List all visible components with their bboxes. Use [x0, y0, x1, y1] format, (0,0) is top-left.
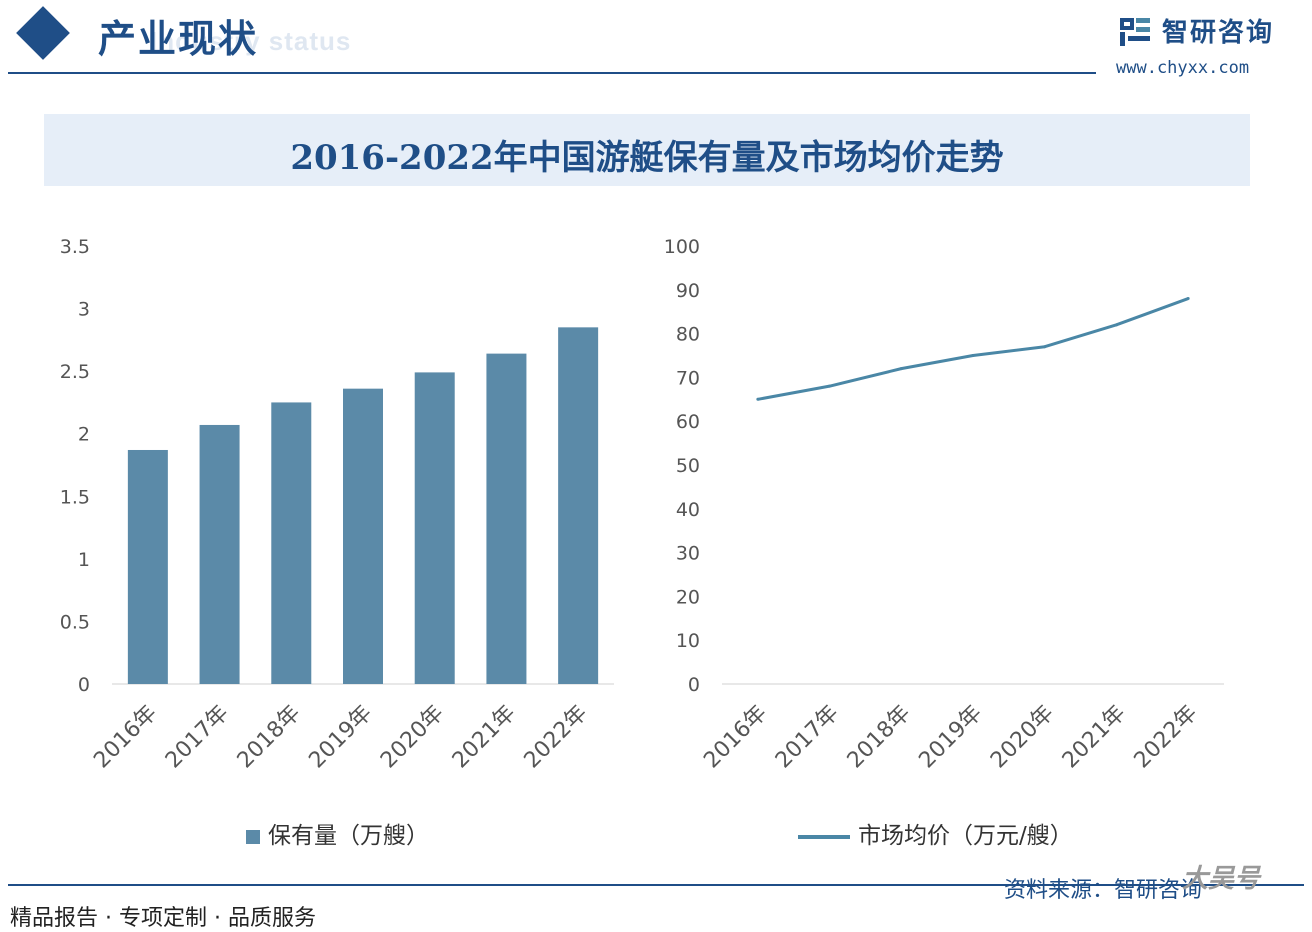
line-x-tick-label: 2017年 — [771, 701, 844, 774]
line-x-tick-label: 2021年 — [1058, 701, 1131, 774]
section-subtitle: Industry status — [150, 26, 352, 56]
section-title: 产业现状 — [98, 16, 259, 61]
line-x-tick-label: 2020年 — [986, 701, 1059, 774]
corner-watermark: 大吴号 — [1182, 864, 1261, 894]
bar-x-tick-label: 2017年 — [161, 701, 234, 774]
bar-y-tick-label: 0 — [78, 674, 90, 696]
line-y-tick-label: 70 — [676, 367, 700, 389]
bar-y-tick-label: 3.5 — [60, 236, 90, 258]
legend-line: 市场均价（万元/艘） — [798, 816, 1073, 850]
legend-bar-swatch — [246, 829, 260, 844]
line-point — [828, 384, 832, 388]
line-point — [899, 367, 903, 371]
brand-url: www.chyxx.com — [1116, 58, 1250, 78]
footer-source: 资料来源：智研咨询 — [1004, 878, 1203, 903]
footer-slogan: 精品报告 · 专项定制 · 品质服务 — [10, 906, 316, 931]
bar — [558, 327, 599, 684]
chart-title: 2016-2022年中国游艇保有量及市场均价走势 — [290, 138, 1004, 178]
line-point — [1114, 323, 1118, 327]
footer-divider — [8, 884, 1304, 886]
line-y-tick-label: 50 — [676, 455, 700, 477]
legend-bar-label: 保有量（万艘） — [268, 823, 429, 849]
line-point — [756, 397, 760, 401]
series-line-market-price — [757, 297, 1189, 401]
line-y-tick-label: 0 — [688, 674, 700, 696]
bar-y-tick-label: 3 — [78, 299, 90, 321]
bar — [199, 424, 240, 684]
bar — [343, 388, 383, 684]
line-y-tick-label: 10 — [676, 630, 700, 652]
bar-y-tick-label: 2 — [78, 424, 90, 446]
header-divider — [8, 72, 1096, 74]
legend-bar: 保有量（万艘） — [246, 816, 429, 850]
line-y-tick-label: 20 — [676, 586, 700, 608]
legend-line-swatch — [798, 834, 850, 839]
bar-x-tick-label: 2021年 — [448, 701, 521, 774]
bar-x-tick-label: 2022年 — [520, 701, 593, 774]
line-point — [1186, 297, 1190, 301]
brand-logo-icon — [1120, 18, 1150, 46]
line-x-tick-label: 2022年 — [1130, 701, 1203, 774]
line-x-tick-label: 2016年 — [699, 701, 772, 774]
line-y-tick-label: 90 — [676, 280, 700, 302]
bar — [414, 372, 455, 684]
legend-line-label: 市场均价（万元/艘） — [858, 823, 1073, 849]
line-point — [971, 354, 975, 357]
line-y-tick-label: 30 — [676, 543, 700, 565]
brand-name: 智研咨询 — [1162, 18, 1275, 48]
bar-y-tick-label: 1 — [78, 549, 90, 571]
bar — [271, 402, 312, 684]
bar — [486, 353, 527, 684]
bar-x-tick-label: 2019年 — [304, 701, 377, 774]
bar-y-tick-label: 0.5 — [60, 611, 90, 633]
line-y-tick-label: 100 — [664, 236, 700, 258]
bar-x-tick-label: 2018年 — [233, 701, 306, 774]
chart-title-banner: 2016-2022年中国游艇保有量及市场均价走势 — [44, 114, 1250, 186]
line-x-tick-label: 2019年 — [914, 701, 987, 774]
bar-y-tick-label: 1.5 — [60, 486, 90, 508]
bar-x-tick-label: 2020年 — [376, 701, 449, 774]
line-point — [1043, 345, 1047, 349]
bar-x-tick-label: 2016年 — [89, 701, 162, 774]
bar — [127, 449, 168, 684]
line-y-tick-label: 80 — [676, 324, 700, 346]
bar-y-tick-label: 2.5 — [60, 361, 90, 383]
line-y-tick-label: 60 — [676, 411, 700, 433]
line-x-tick-label: 2018年 — [843, 701, 916, 774]
line-y-tick-label: 40 — [676, 499, 700, 521]
